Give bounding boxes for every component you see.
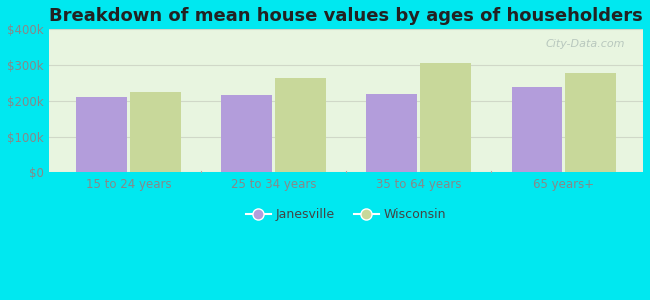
Bar: [367, 94, 417, 172]
Bar: [275, 77, 326, 172]
Title: Breakdown of mean house values by ages of householders: Breakdown of mean house values by ages o…: [49, 7, 643, 25]
Bar: [420, 63, 471, 172]
Bar: [221, 95, 272, 172]
Legend: Janesville, Wisconsin: Janesville, Wisconsin: [241, 203, 451, 226]
Bar: [512, 87, 562, 172]
Bar: [566, 73, 616, 172]
Bar: [76, 97, 127, 172]
Text: City-Data.com: City-Data.com: [546, 39, 625, 49]
Bar: [130, 92, 181, 172]
